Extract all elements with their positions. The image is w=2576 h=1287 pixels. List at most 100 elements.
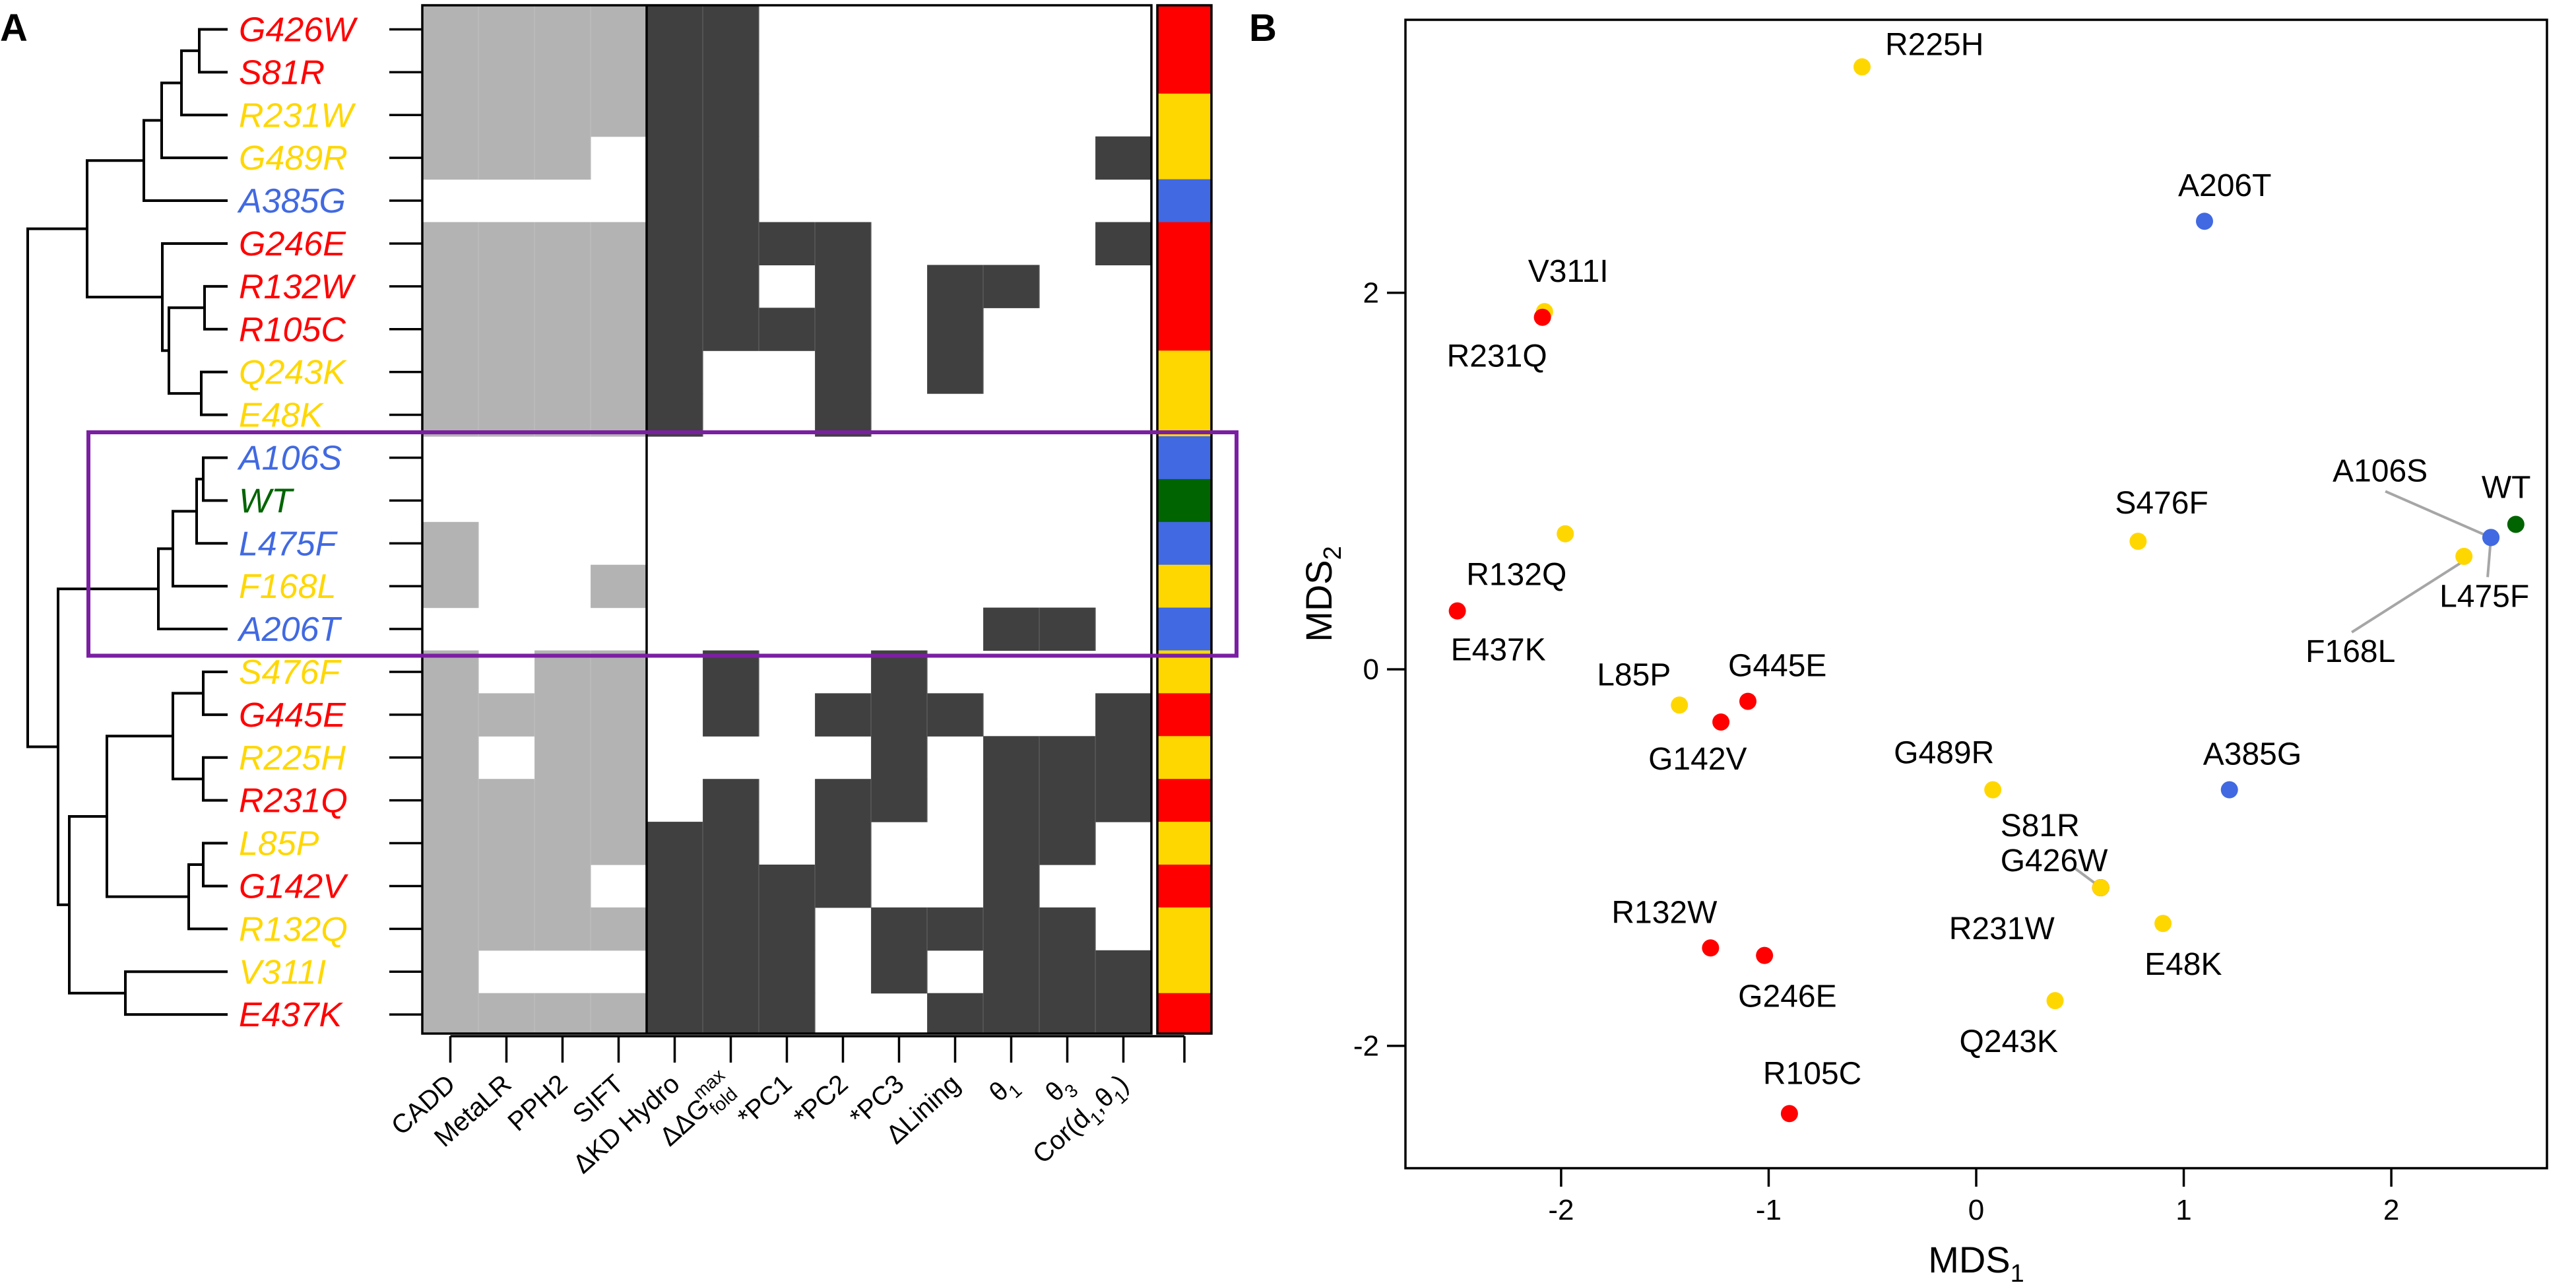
color-bar-cell <box>1157 865 1211 908</box>
heatmap-cell <box>591 564 647 609</box>
heatmap-cell <box>422 779 479 822</box>
color-bar-cell <box>1157 350 1211 394</box>
heatmap-cells <box>422 5 1152 1034</box>
row-label: WT <box>239 482 294 520</box>
row-label: R132W <box>239 268 356 306</box>
column-label: *PC2 <box>789 1069 854 1132</box>
heatmap-cell <box>983 907 1040 951</box>
heatmap-cell <box>1095 222 1152 265</box>
heatmap-cell <box>1095 736 1152 779</box>
heatmap-cell <box>759 950 816 994</box>
color-bar-cell <box>1157 222 1211 265</box>
heatmap-cell <box>534 693 591 737</box>
heatmap-cell <box>422 393 479 437</box>
heatmap-cell <box>422 907 479 951</box>
heatmap-cell <box>591 5 647 51</box>
scatter-point <box>1671 696 1689 714</box>
row-label: G246E <box>239 225 346 263</box>
heatmap-cell <box>591 822 647 865</box>
heatmap-cell <box>422 950 479 994</box>
heatmap-cell <box>703 308 759 351</box>
scatter-point <box>1557 525 1574 543</box>
color-bar-cell <box>1157 564 1211 609</box>
heatmap-cell <box>591 265 647 308</box>
heatmap-cell <box>983 736 1040 779</box>
scatter-point-label: R105C <box>1763 1056 1861 1091</box>
heatmap-cell <box>927 693 984 737</box>
scatter-point-label: Q243K <box>1960 1024 2058 1059</box>
scatter-point-label: F168L <box>2305 634 2395 669</box>
heatmap-cell <box>422 865 479 908</box>
heatmap-cell <box>927 993 984 1034</box>
dendrogram-branch <box>202 756 228 802</box>
color-bar-cell <box>1157 265 1211 308</box>
dendrogram-branch <box>157 547 228 631</box>
dendrogram-branch <box>160 81 228 160</box>
row-label: R231W <box>239 96 356 135</box>
heatmap-cell <box>815 265 872 308</box>
scatter-point-label: E437K <box>1451 633 1546 668</box>
row-label: L85P <box>239 825 319 863</box>
heatmap-cell <box>1039 950 1096 994</box>
heatmap-cell <box>815 308 872 351</box>
heatmap-cell <box>591 50 647 94</box>
heatmap-cell <box>478 393 535 437</box>
heatmap-cell <box>591 222 647 265</box>
heatmap-cell <box>478 822 535 865</box>
scatter-point <box>2129 533 2147 550</box>
heatmap-cell <box>534 5 591 51</box>
heatmap-cell <box>703 779 759 822</box>
heatmap-cell <box>647 950 703 994</box>
color-bar-cell <box>1157 50 1211 94</box>
heatmap-cell <box>534 779 591 822</box>
scatter-x-tick-label: -2 <box>1548 1194 1574 1226</box>
scatter-leader-line <box>2351 562 2462 634</box>
row-label: A106S <box>237 439 342 477</box>
scatter-point <box>1533 308 1551 326</box>
heatmap-cell <box>871 736 928 779</box>
row-label: S476F <box>239 653 342 692</box>
dendrogram-branch <box>203 284 228 331</box>
row-label: G445E <box>239 696 346 735</box>
color-bar-cell <box>1157 607 1211 651</box>
dendrogram-branch <box>202 842 228 888</box>
row-label: R105C <box>239 311 346 349</box>
heatmap-cell <box>759 222 816 265</box>
heatmap-cell <box>1095 950 1152 994</box>
heatmap-border <box>421 4 1153 1035</box>
scatter-point <box>1756 946 1774 964</box>
color-bar-cell <box>1157 693 1211 737</box>
color-bar-cell <box>1157 907 1211 951</box>
heatmap-cell <box>647 5 703 51</box>
heatmap-cell <box>703 265 759 308</box>
heatmap-cell <box>478 779 535 822</box>
scatter-point <box>1853 58 1871 76</box>
heatmap-cell <box>422 93 479 137</box>
heatmap-cell <box>703 5 759 51</box>
heatmap-cell <box>927 350 984 394</box>
heatmap-cell <box>478 50 535 94</box>
heatmap-cell <box>422 564 479 609</box>
heatmap-cell <box>478 693 535 737</box>
heatmap-cell <box>647 265 703 308</box>
heatmap-cell <box>647 393 703 437</box>
color-bar-cell <box>1157 136 1211 180</box>
heatmap-cell <box>422 822 479 865</box>
heatmap-cell <box>591 308 647 351</box>
color-bar-cell <box>1157 436 1211 480</box>
heatmap-cell <box>591 93 647 137</box>
heatmap-cell <box>759 308 816 351</box>
heatmap-cell <box>647 93 703 137</box>
heatmap-cell <box>478 308 535 351</box>
heatmap-cell <box>1095 779 1152 822</box>
scatter-y-tick-label: -2 <box>1353 1030 1379 1063</box>
heatmap-cell <box>703 693 759 737</box>
heatmap-cell <box>703 907 759 951</box>
dendrogram-branch <box>172 510 228 588</box>
heatmap-cell <box>815 822 872 865</box>
heatmap-cell <box>983 607 1040 651</box>
scatter-point-label: R231W <box>1949 911 2055 946</box>
heatmap-cell <box>1095 993 1152 1034</box>
dendrogram-branch <box>26 227 87 748</box>
heatmap-cell <box>478 5 535 51</box>
